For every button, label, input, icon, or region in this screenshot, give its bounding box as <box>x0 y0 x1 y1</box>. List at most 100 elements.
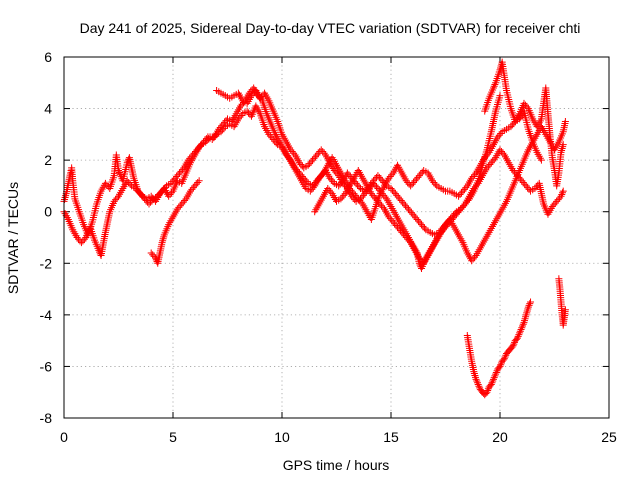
data-point <box>551 199 559 207</box>
data-point <box>313 151 321 159</box>
x-tick-label: 15 <box>383 429 399 445</box>
data-point <box>141 195 149 203</box>
data-point <box>388 216 396 224</box>
data-point <box>324 185 332 193</box>
series-track-e <box>311 117 569 267</box>
data-point <box>442 221 449 229</box>
x-tick-label: 5 <box>169 429 177 445</box>
chart-title: Day 241 of 2025, Sidereal Day-to-day VTE… <box>80 20 581 36</box>
data-point <box>379 203 387 211</box>
data-point <box>123 177 131 185</box>
data-point <box>490 155 498 163</box>
data-point <box>349 194 357 202</box>
data-point <box>345 171 353 179</box>
data-point <box>149 251 157 259</box>
data-point <box>221 118 229 126</box>
data-point <box>511 338 519 346</box>
data-point <box>400 200 408 208</box>
data-point <box>496 92 504 100</box>
data-point <box>476 384 484 392</box>
data-point <box>178 166 186 174</box>
data-point <box>386 215 394 223</box>
data-point <box>327 176 335 184</box>
data-point <box>158 187 166 195</box>
data-point <box>216 123 224 131</box>
data-point <box>455 207 463 215</box>
data-point <box>333 170 341 178</box>
data-point <box>431 180 439 188</box>
data-point <box>297 160 305 168</box>
data-point <box>455 192 463 200</box>
data-point <box>194 178 202 186</box>
data-point <box>166 191 174 199</box>
data-point <box>554 196 562 204</box>
data-point <box>527 298 535 306</box>
data-point <box>451 212 459 220</box>
plot-frame <box>63 56 610 419</box>
data-point <box>518 177 526 185</box>
y-tick-label: -8 <box>40 410 53 426</box>
data-point <box>521 315 529 323</box>
data-point <box>512 335 520 343</box>
data-point <box>499 356 507 364</box>
data-point <box>165 192 173 200</box>
data-point <box>378 190 386 198</box>
data-point <box>430 178 438 186</box>
data-point <box>359 191 367 199</box>
data-point <box>484 150 492 158</box>
data-point <box>234 115 242 123</box>
data-point <box>367 190 375 198</box>
data-point <box>522 313 530 321</box>
data-point <box>126 180 134 188</box>
data-point <box>457 205 465 213</box>
data-point <box>510 340 518 348</box>
data-point <box>186 154 194 162</box>
data-point <box>399 198 407 206</box>
x-tick-label: 10 <box>274 429 290 445</box>
data-point <box>184 156 192 164</box>
data-point <box>499 149 507 157</box>
data-point <box>147 249 155 257</box>
data-point <box>369 191 377 199</box>
series-track-g <box>463 298 535 399</box>
data-point <box>179 198 187 206</box>
data-point <box>449 214 457 222</box>
data-point <box>487 159 495 167</box>
data-point <box>80 235 88 243</box>
data-point <box>309 156 317 164</box>
data-point <box>486 382 494 390</box>
data-point <box>271 137 279 145</box>
data-point <box>526 300 534 308</box>
data-point <box>497 129 505 137</box>
data-point <box>416 219 424 227</box>
data-point <box>202 138 210 146</box>
data-point <box>195 177 203 185</box>
data-point <box>203 136 211 144</box>
data-point <box>412 175 420 183</box>
data-point <box>501 353 509 361</box>
data-point <box>192 148 200 156</box>
data-point <box>401 232 409 240</box>
data-point <box>537 156 545 164</box>
y-tick-label: 4 <box>44 101 52 117</box>
data-point <box>561 117 569 125</box>
data-point <box>73 234 81 241</box>
data-point <box>170 176 178 184</box>
data-point <box>168 189 176 197</box>
data-point <box>481 154 489 162</box>
data-point <box>315 174 323 182</box>
data-point <box>309 184 317 192</box>
data-point <box>475 382 483 390</box>
data-point <box>317 172 325 180</box>
x-axis-label: GPS time / hours <box>283 457 390 473</box>
y-tick-label: -6 <box>40 358 53 374</box>
data-point <box>403 203 411 211</box>
data-point <box>462 184 470 192</box>
data-point <box>548 203 556 211</box>
data-point <box>490 82 498 90</box>
data-point <box>413 215 421 223</box>
data-point <box>394 223 402 231</box>
data-point <box>531 185 539 193</box>
data-point <box>173 172 181 180</box>
data-point <box>520 99 528 107</box>
